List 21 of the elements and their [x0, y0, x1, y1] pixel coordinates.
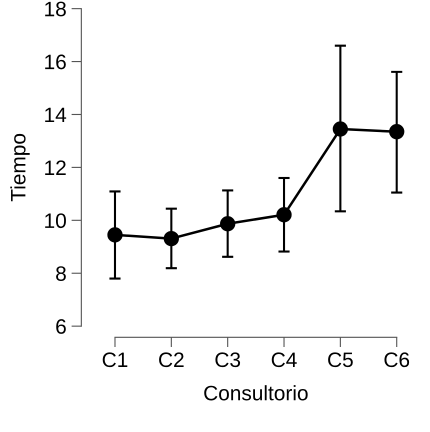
point: [389, 124, 404, 140]
point: [276, 207, 292, 222]
y-tick-label: 18: [45, 2, 66, 16]
x-axis-title: Consultorio: [204, 385, 308, 400]
y-axis-title: Tiempo: [10, 134, 30, 202]
y-tick-label: 14: [45, 108, 66, 122]
point: [220, 216, 236, 232]
y-tick-label: 8: [56, 266, 66, 281]
x-tick-label: C6: [384, 352, 410, 368]
y-tick-label: 6: [56, 319, 66, 334]
point: [164, 230, 179, 246]
x-tick-label: C5: [328, 352, 353, 368]
point: [332, 121, 348, 137]
x-tick-label: C2: [159, 352, 184, 368]
y-tick-label: 12: [45, 160, 66, 175]
x-tick-label: C1: [102, 352, 128, 368]
y-tick-label: 10: [45, 213, 66, 228]
x-tick-label: C3: [215, 352, 240, 368]
point: [107, 227, 123, 243]
y-tick-label: 16: [45, 54, 66, 70]
x-tick-label: C4: [272, 352, 297, 368]
